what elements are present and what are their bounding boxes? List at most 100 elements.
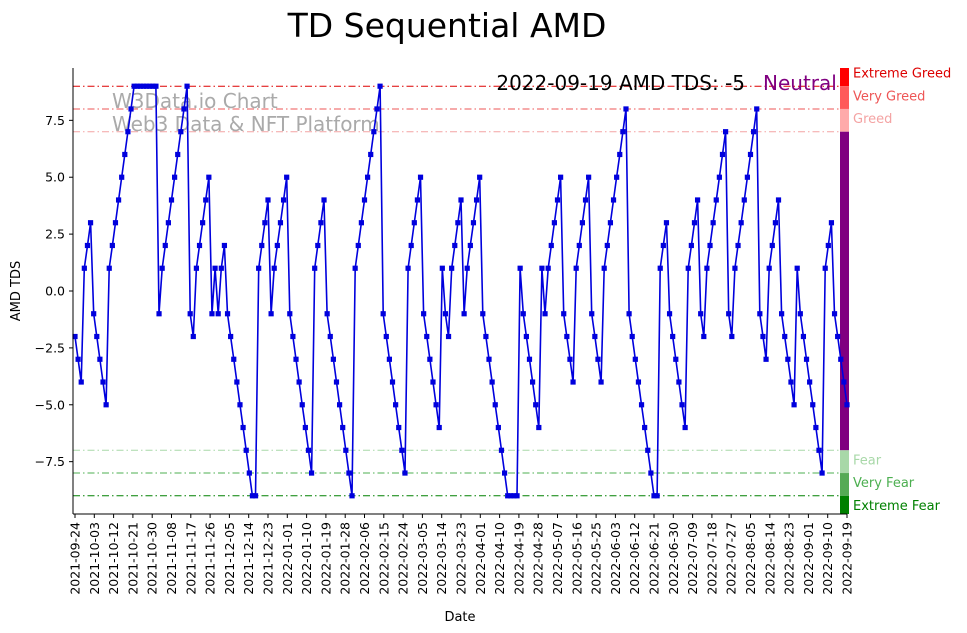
data-point bbox=[103, 402, 109, 408]
data-point bbox=[567, 356, 573, 362]
data-point bbox=[480, 311, 486, 317]
data-point bbox=[452, 242, 458, 249]
data-point bbox=[554, 197, 561, 203]
data-point bbox=[365, 174, 371, 180]
data-point bbox=[763, 356, 769, 362]
latest-value-annotation: 2022-09-19 AMD TDS: -5 bbox=[496, 71, 745, 95]
zone-label-3: Fear bbox=[853, 453, 882, 468]
data-point bbox=[243, 447, 249, 453]
y-tick-label: −5.0 bbox=[35, 397, 65, 412]
data-point bbox=[187, 311, 193, 317]
x-tick-label: 2022-06-21 bbox=[647, 522, 662, 595]
data-point bbox=[296, 379, 302, 385]
x-tick-label: 2022-01-19 bbox=[318, 522, 333, 595]
data-point bbox=[551, 220, 557, 226]
x-tick-label: 2022-01-01 bbox=[280, 522, 295, 595]
data-point bbox=[517, 265, 523, 271]
data-point bbox=[78, 379, 84, 385]
x-tick-label: 2022-03-05 bbox=[415, 522, 430, 595]
data-point bbox=[754, 106, 760, 112]
data-point bbox=[402, 470, 408, 476]
data-point bbox=[489, 379, 495, 385]
data-point bbox=[785, 356, 791, 362]
x-tick-label: 2022-04-10 bbox=[492, 522, 507, 595]
y-axis-label: AMD TDS bbox=[9, 261, 24, 321]
data-point bbox=[595, 356, 601, 362]
watermark-line-2: Web3 Data & NFT Platform bbox=[112, 112, 380, 136]
data-point bbox=[131, 83, 137, 89]
data-point bbox=[206, 174, 212, 180]
data-point bbox=[256, 265, 262, 271]
data-point bbox=[361, 197, 368, 203]
data-point bbox=[751, 129, 757, 135]
data-point bbox=[779, 311, 785, 317]
data-point bbox=[673, 356, 679, 362]
x-tick-label: 2022-04-19 bbox=[511, 522, 526, 595]
data-point bbox=[455, 220, 461, 226]
data-point bbox=[735, 242, 741, 249]
data-point bbox=[358, 220, 364, 226]
data-point bbox=[747, 151, 754, 158]
data-point bbox=[377, 83, 383, 89]
x-tick-label: 2022-08-05 bbox=[743, 522, 758, 595]
data-point bbox=[722, 129, 729, 135]
x-tick-label: 2021-11-17 bbox=[183, 522, 198, 595]
data-point bbox=[399, 447, 405, 453]
data-point bbox=[150, 83, 156, 89]
data-point bbox=[218, 265, 224, 271]
data-point bbox=[822, 265, 828, 271]
x-tick-label: 2021-10-21 bbox=[125, 522, 140, 595]
data-point bbox=[542, 311, 548, 317]
data-point bbox=[810, 402, 816, 408]
x-tick-label: 2022-01-28 bbox=[338, 522, 353, 595]
data-point bbox=[271, 265, 277, 271]
x-tick-label: 2022-03-23 bbox=[454, 522, 469, 595]
x-tick-label: 2022-05-07 bbox=[550, 522, 565, 595]
data-point bbox=[203, 197, 209, 203]
data-point bbox=[710, 220, 716, 226]
data-point bbox=[526, 356, 533, 362]
x-tick-label: 2021-10-30 bbox=[145, 522, 160, 595]
zone-segment-1 bbox=[840, 86, 849, 109]
data-point bbox=[514, 493, 520, 499]
data-point bbox=[91, 311, 97, 317]
x-tick-label: 2022-06-30 bbox=[666, 522, 681, 595]
data-point bbox=[259, 242, 265, 249]
data-point bbox=[498, 447, 505, 453]
x-tick-label: 2021-11-26 bbox=[203, 522, 218, 595]
data-point bbox=[94, 333, 100, 340]
x-ticks: 2021-09-24 2021-10-03 2021-10-12 2021-10-21… bbox=[68, 514, 855, 595]
data-point bbox=[156, 311, 162, 317]
data-point bbox=[159, 265, 165, 271]
data-point bbox=[240, 424, 246, 431]
data-point bbox=[374, 106, 380, 112]
data-point bbox=[143, 83, 150, 89]
data-point bbox=[228, 333, 234, 340]
data-point bbox=[268, 311, 274, 317]
data-point bbox=[604, 242, 610, 249]
x-tick-label: 2022-08-14 bbox=[762, 522, 777, 595]
data-point bbox=[427, 356, 433, 362]
x-axis-label: Date bbox=[444, 610, 475, 625]
data-point bbox=[473, 197, 480, 203]
data-point bbox=[393, 402, 399, 408]
watermark: W3Data.io Chart Web3 Data & NFT Platform bbox=[112, 89, 380, 136]
data-point bbox=[97, 356, 103, 362]
data-point bbox=[424, 333, 430, 340]
data-point bbox=[579, 220, 586, 226]
data-point bbox=[573, 265, 579, 271]
data-point bbox=[841, 379, 847, 385]
x-tick-label: 2022-04-28 bbox=[531, 522, 546, 595]
x-tick-label: 2021-10-12 bbox=[106, 522, 121, 595]
series-line bbox=[74, 85, 848, 497]
data-point bbox=[470, 220, 477, 226]
data-point bbox=[505, 493, 511, 499]
y-tick-label: −7.5 bbox=[35, 454, 65, 469]
data-point bbox=[732, 265, 738, 271]
data-point bbox=[582, 197, 589, 203]
data-point bbox=[87, 220, 94, 226]
data-point bbox=[234, 379, 240, 385]
data-point bbox=[772, 220, 779, 226]
data-point bbox=[302, 424, 308, 431]
data-point bbox=[386, 356, 393, 362]
